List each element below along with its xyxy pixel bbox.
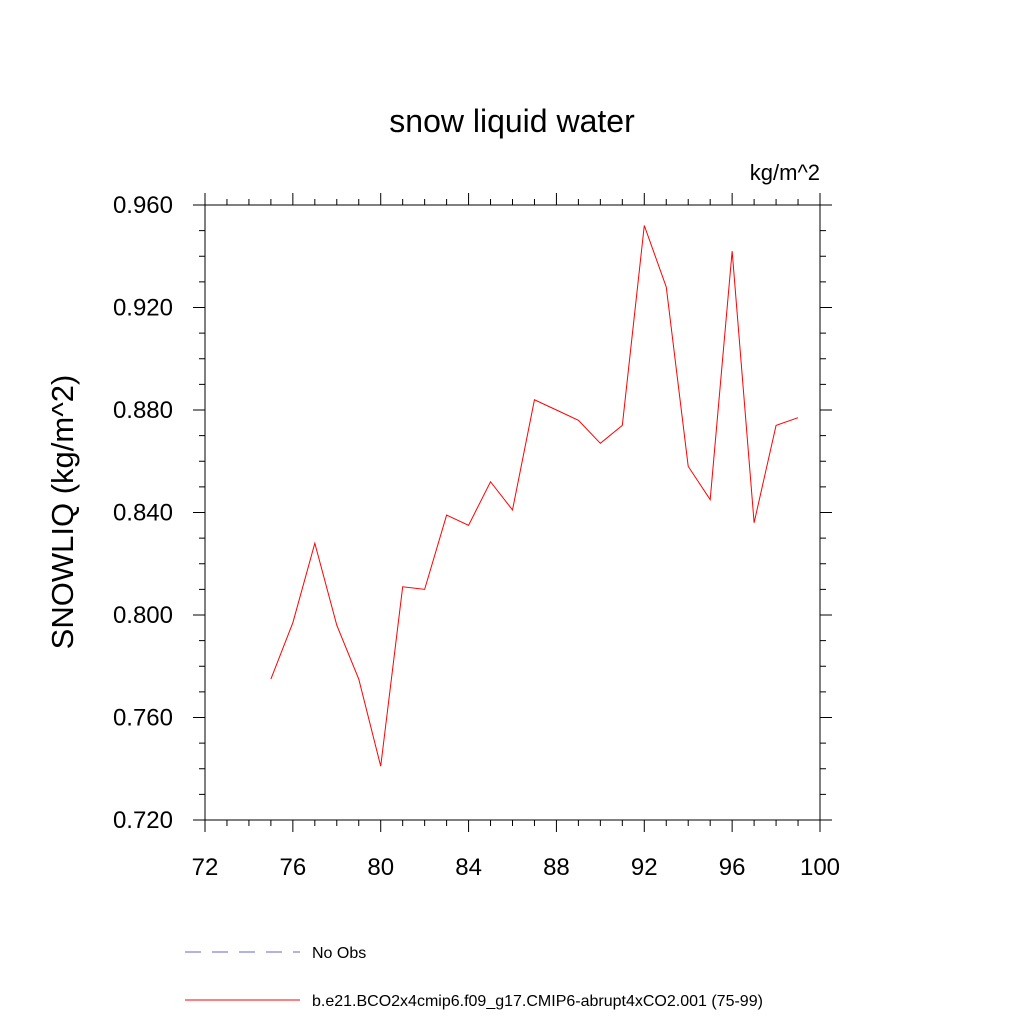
x-tick-label: 76 (280, 854, 307, 881)
y-tick-label: 0.920 (113, 295, 173, 322)
x-tick-label: 96 (719, 854, 746, 881)
chart-title: snow liquid water (389, 103, 635, 139)
y-tick-label: 0.800 (113, 602, 173, 629)
legend-label: No Obs (312, 945, 366, 962)
units-label: kg/m^2 (750, 160, 820, 185)
y-tick-label: 0.960 (113, 192, 173, 219)
series-group (270, 225, 799, 767)
x-tick-label: 100 (800, 854, 840, 881)
y-tick-label: 0.840 (113, 500, 173, 527)
x-tick-label: 72 (192, 854, 219, 881)
y-tick-label: 0.880 (113, 397, 173, 424)
x-tick-label: 88 (543, 854, 570, 881)
series-line (270, 225, 799, 767)
x-tick-label: 92 (631, 854, 658, 881)
y-tick-label: 0.760 (113, 705, 173, 732)
legend-label: b.e21.BCO2x4cmip6.f09_g17.CMIP6-abrupt4x… (312, 993, 763, 1010)
y-axis-ticks: 0.720 0.760 0.800 0.840 0.880 0.920 0.960 (113, 192, 832, 834)
y-axis-label: SNOWLIQ (kg/m^2) (45, 375, 80, 650)
y-tick-label: 0.720 (113, 807, 173, 834)
legend: No Obs b.e21.BCO2x4cmip6.f09_g17.CMIP6-ab… (185, 945, 763, 1010)
x-tick-label: 80 (367, 854, 394, 881)
x-axis-ticks: 72 76 80 84 88 92 96 100 (192, 193, 840, 881)
x-tick-label: 84 (455, 854, 482, 881)
